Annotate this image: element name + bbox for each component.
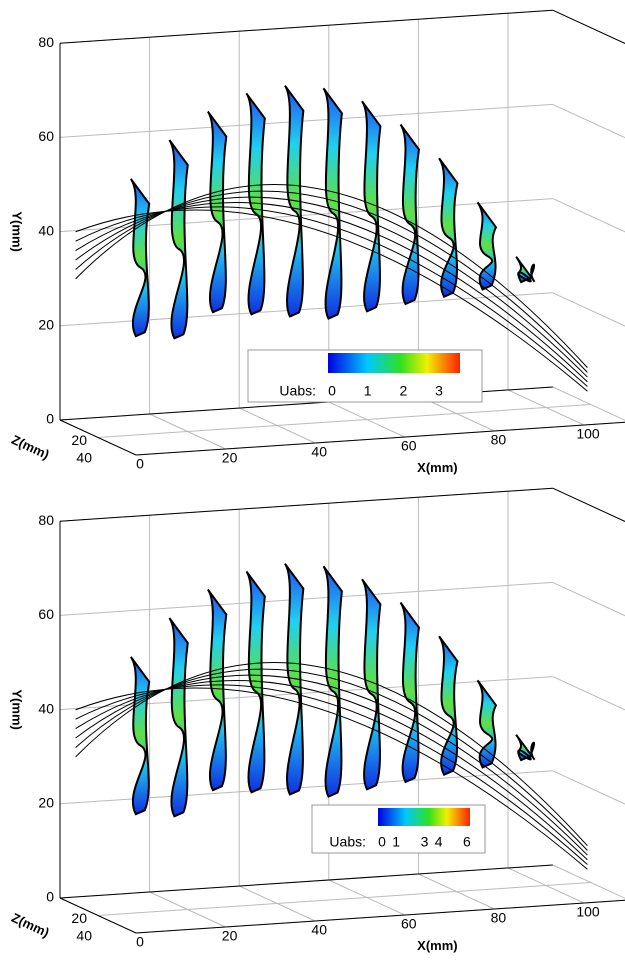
axis-line [59, 897, 137, 934]
y-tick-label: 60 [38, 606, 54, 622]
grid-line [552, 581, 625, 617]
grid-line [552, 103, 625, 139]
x-tick-label: 0 [136, 934, 144, 950]
x-tick-label: 40 [311, 444, 327, 460]
grid-line [97, 404, 591, 438]
y-tick-label: 80 [38, 512, 54, 528]
streamline [75, 680, 588, 861]
colorbar-tick-label: 3 [435, 383, 443, 399]
streamline [75, 196, 588, 378]
flow-slice [515, 256, 536, 284]
x-tick-label: 0 [136, 456, 144, 472]
flow-slice [245, 570, 266, 794]
y-axis-label: Y(mm) [10, 689, 25, 729]
streamline [75, 206, 588, 387]
x-tick-label: 100 [576, 904, 600, 920]
box-edge [59, 487, 553, 522]
grid-line [552, 292, 625, 327]
flow-slice [207, 110, 228, 314]
y-tick-label: 60 [38, 128, 54, 144]
y-tick-label: 20 [38, 795, 54, 811]
x-tick-label: 80 [491, 910, 507, 926]
x-tick-label: 60 [401, 916, 417, 932]
z-tick-label: 40 [76, 450, 92, 466]
flow-slice [129, 178, 151, 338]
streamline [75, 190, 588, 373]
colorbar [328, 353, 460, 373]
colorbar-tick-label: 0 [328, 383, 336, 399]
x-tick-label: 20 [222, 450, 238, 466]
grid-line [552, 676, 625, 711]
z-tick-label: 40 [76, 928, 92, 944]
streamline [75, 687, 588, 870]
flow-slice [515, 734, 536, 762]
flow-slice [322, 565, 343, 798]
axis-line [135, 899, 625, 934]
colorbar-tick-label: 6 [463, 834, 471, 850]
streamline [75, 668, 588, 851]
flow-slice [438, 157, 459, 299]
z-axis-label: Z(mm) [9, 910, 51, 940]
streamline [75, 662, 588, 846]
flow-slice [168, 617, 189, 818]
box-edge [59, 9, 553, 44]
flow-slice [399, 601, 420, 784]
box-edge [552, 487, 625, 523]
flow-slice [245, 92, 266, 316]
flow-slice [399, 123, 420, 306]
x-axis-label: X(mm) [417, 460, 457, 475]
colorbar-label: Uabs: [329, 834, 366, 850]
x-tick-label: 80 [491, 432, 507, 448]
box-edge [59, 864, 553, 899]
x-axis-label: X(mm) [417, 938, 457, 953]
grid-line [552, 864, 625, 899]
colorbar-label: Uabs: [279, 383, 316, 399]
axis-line [135, 421, 625, 456]
box-edge [552, 9, 625, 45]
x-tick-label: 60 [401, 438, 417, 454]
y-tick-label: 0 [46, 889, 54, 905]
colorbar-tick-label: 4 [435, 834, 443, 850]
grid-line [552, 386, 625, 421]
z-tick-label: 20 [71, 432, 87, 448]
colorbar-tick-label: 3 [421, 834, 429, 850]
streamline [75, 674, 588, 856]
streamline [75, 209, 588, 392]
x-tick-label: 100 [576, 426, 600, 442]
grid-line [59, 581, 553, 616]
colorbar-tick-label: 1 [364, 383, 372, 399]
flow-slice [438, 635, 459, 777]
y-tick-label: 20 [38, 317, 54, 333]
flow-slice [322, 87, 343, 320]
streamline [75, 184, 588, 368]
y-tick-label: 40 [38, 700, 54, 716]
axis-line [59, 419, 137, 456]
y-tick-label: 0 [46, 411, 54, 427]
flow-slice [207, 588, 228, 792]
z-axis-label: Z(mm) [9, 432, 51, 462]
flow-slice [168, 139, 189, 340]
streamline [75, 202, 588, 383]
y-axis-label: Y(mm) [10, 211, 25, 251]
grid-line [552, 198, 625, 233]
colorbar-tick-label: 0 [378, 834, 386, 850]
colorbar [378, 808, 470, 826]
flow-slice [129, 656, 151, 816]
grid-line [97, 882, 591, 916]
x-tick-label: 40 [311, 922, 327, 938]
y-tick-label: 40 [38, 222, 54, 238]
colorbar-tick-label: 2 [399, 383, 407, 399]
colorbar-tick-label: 1 [392, 834, 400, 850]
grid-line [59, 103, 553, 138]
streamline [75, 684, 588, 865]
z-tick-label: 20 [71, 910, 87, 926]
grid-line [552, 770, 625, 805]
x-tick-label: 20 [222, 928, 238, 944]
y-tick-label: 80 [38, 34, 54, 50]
